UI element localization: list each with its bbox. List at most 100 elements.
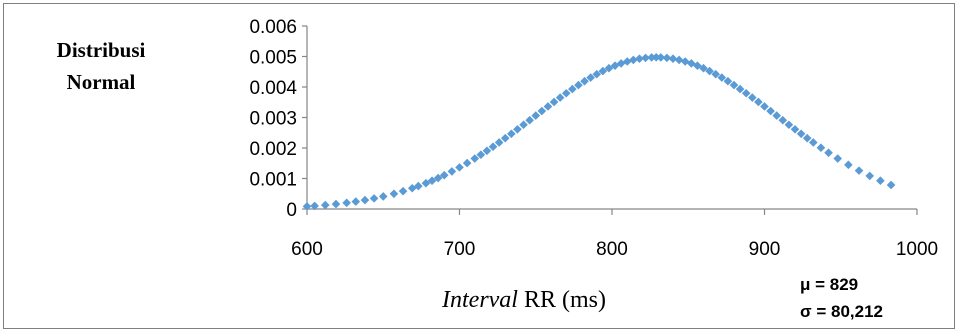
data-point xyxy=(378,192,388,201)
data-point xyxy=(455,163,464,172)
x-tick-label: 900 xyxy=(749,239,781,260)
x-tick-label: 800 xyxy=(596,239,628,260)
data-point xyxy=(500,133,510,143)
data-point xyxy=(555,93,565,102)
data-point xyxy=(674,55,684,65)
data-point xyxy=(711,69,720,79)
data-point xyxy=(723,76,733,86)
data-point xyxy=(513,124,522,134)
data-point xyxy=(342,198,351,208)
data-point xyxy=(656,53,666,62)
data-point xyxy=(360,195,370,205)
data-point xyxy=(833,154,842,163)
data-points xyxy=(302,53,896,211)
data-point xyxy=(735,84,745,94)
axes xyxy=(302,25,918,215)
chart-frame: 0 0.001 0.002 0.003 0.004 0.005 0.006 600 700 80… xyxy=(3,3,955,329)
y-tick-label: 0.006 xyxy=(249,17,297,38)
data-point xyxy=(398,186,408,196)
data-point xyxy=(302,202,312,211)
data-point xyxy=(488,142,498,151)
sd-label: σ = 80,212 xyxy=(800,302,883,321)
x-axis-label: Interval RR (ms) xyxy=(404,287,644,314)
data-point xyxy=(421,178,431,188)
data-point xyxy=(494,138,504,147)
data-point xyxy=(760,102,769,111)
data-point xyxy=(519,120,528,130)
data-point xyxy=(531,111,541,120)
data-point xyxy=(470,154,480,163)
data-point xyxy=(729,80,739,90)
data-point xyxy=(741,88,751,98)
data-point xyxy=(778,115,788,125)
y-tick-label: 0.005 xyxy=(249,48,297,69)
data-point xyxy=(844,160,853,170)
y-axis-label-line2: Normal xyxy=(66,70,136,94)
data-point xyxy=(824,148,833,158)
data-point xyxy=(369,194,379,203)
data-point xyxy=(447,167,457,176)
data-point xyxy=(507,129,516,139)
y-tick-labels: 0 0.001 0.002 0.003 0.004 0.005 0.006 xyxy=(249,17,297,221)
data-point xyxy=(809,138,818,147)
data-point xyxy=(876,176,885,186)
data-point xyxy=(784,120,794,130)
x-tick-label: 1000 xyxy=(896,239,938,260)
data-point xyxy=(772,111,781,120)
data-point xyxy=(865,171,875,181)
data-point xyxy=(321,200,330,210)
data-point xyxy=(439,170,449,180)
data-point xyxy=(668,54,678,64)
data-point xyxy=(699,63,708,73)
y-tick-label: 0.001 xyxy=(249,170,297,191)
data-point xyxy=(622,57,632,66)
x-tick-label: 600 xyxy=(291,239,323,260)
x-axis-label-italic: Interval xyxy=(442,287,518,313)
data-point xyxy=(662,53,672,63)
data-point xyxy=(351,197,361,206)
data-point xyxy=(647,53,656,62)
data-point xyxy=(754,97,763,107)
data-point xyxy=(414,181,423,191)
data-point xyxy=(802,133,812,143)
y-axis-label-line1: Distribusi xyxy=(56,38,146,62)
data-point xyxy=(462,158,472,168)
data-point xyxy=(568,84,577,94)
data-point xyxy=(651,53,661,62)
mean-label: μ = 829 xyxy=(800,275,859,294)
x-tick-labels: 600 700 800 900 1000 xyxy=(291,239,938,260)
data-point xyxy=(543,102,553,111)
data-point xyxy=(482,146,492,156)
data-point xyxy=(476,150,486,160)
data-point xyxy=(389,189,399,199)
data-point xyxy=(641,53,650,63)
x-tick-label: 700 xyxy=(444,239,476,260)
data-point xyxy=(705,66,714,76)
data-point xyxy=(537,106,547,116)
data-point xyxy=(310,201,319,211)
data-point xyxy=(886,180,896,190)
data-point xyxy=(598,66,608,76)
data-point xyxy=(790,124,800,134)
data-point xyxy=(433,173,443,183)
data-point xyxy=(635,54,644,64)
y-tick-label: 0 xyxy=(286,200,297,221)
data-point xyxy=(549,97,559,107)
data-point xyxy=(796,129,806,139)
y-tick-label: 0.003 xyxy=(249,109,297,130)
data-point xyxy=(561,88,571,98)
data-point xyxy=(748,93,757,102)
data-point xyxy=(629,55,638,65)
y-tick-label: 0.002 xyxy=(249,139,297,160)
data-point xyxy=(586,73,595,82)
data-point xyxy=(717,73,727,82)
data-point xyxy=(604,63,614,73)
data-point xyxy=(574,80,583,90)
y-tick-label: 0.004 xyxy=(249,78,297,99)
data-point xyxy=(331,199,341,209)
data-point xyxy=(854,166,864,175)
x-axis-label-rest: RR (ms) xyxy=(517,287,606,313)
data-point xyxy=(816,143,826,153)
data-point xyxy=(766,106,775,116)
data-point xyxy=(525,115,534,125)
